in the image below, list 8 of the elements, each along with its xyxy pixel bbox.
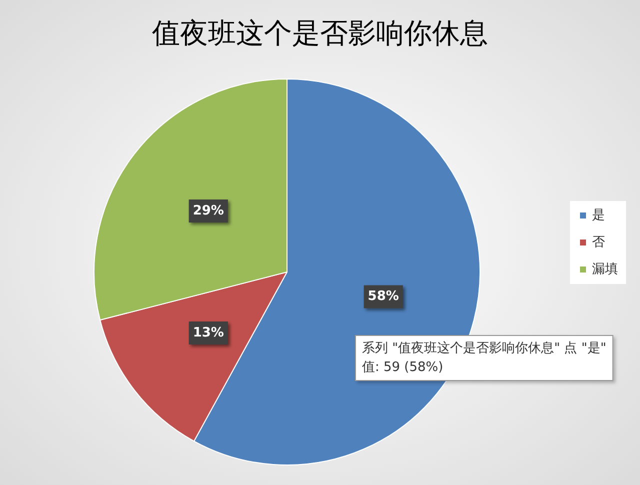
legend-label: 否 — [592, 235, 605, 250]
text: 系列 "值夜班这个是否影响你休息" 点 "是" 值: 59 (58%) — [362, 340, 606, 375]
data-label: 29% — [192, 204, 224, 219]
chart-title: 值夜班这个是否影响你休息 — [152, 16, 488, 50]
legend-label: 是 — [592, 208, 605, 223]
data-label: 58% — [368, 289, 399, 304]
legend-label: 漏填 — [592, 262, 618, 277]
data-label: 13% — [192, 325, 224, 340]
